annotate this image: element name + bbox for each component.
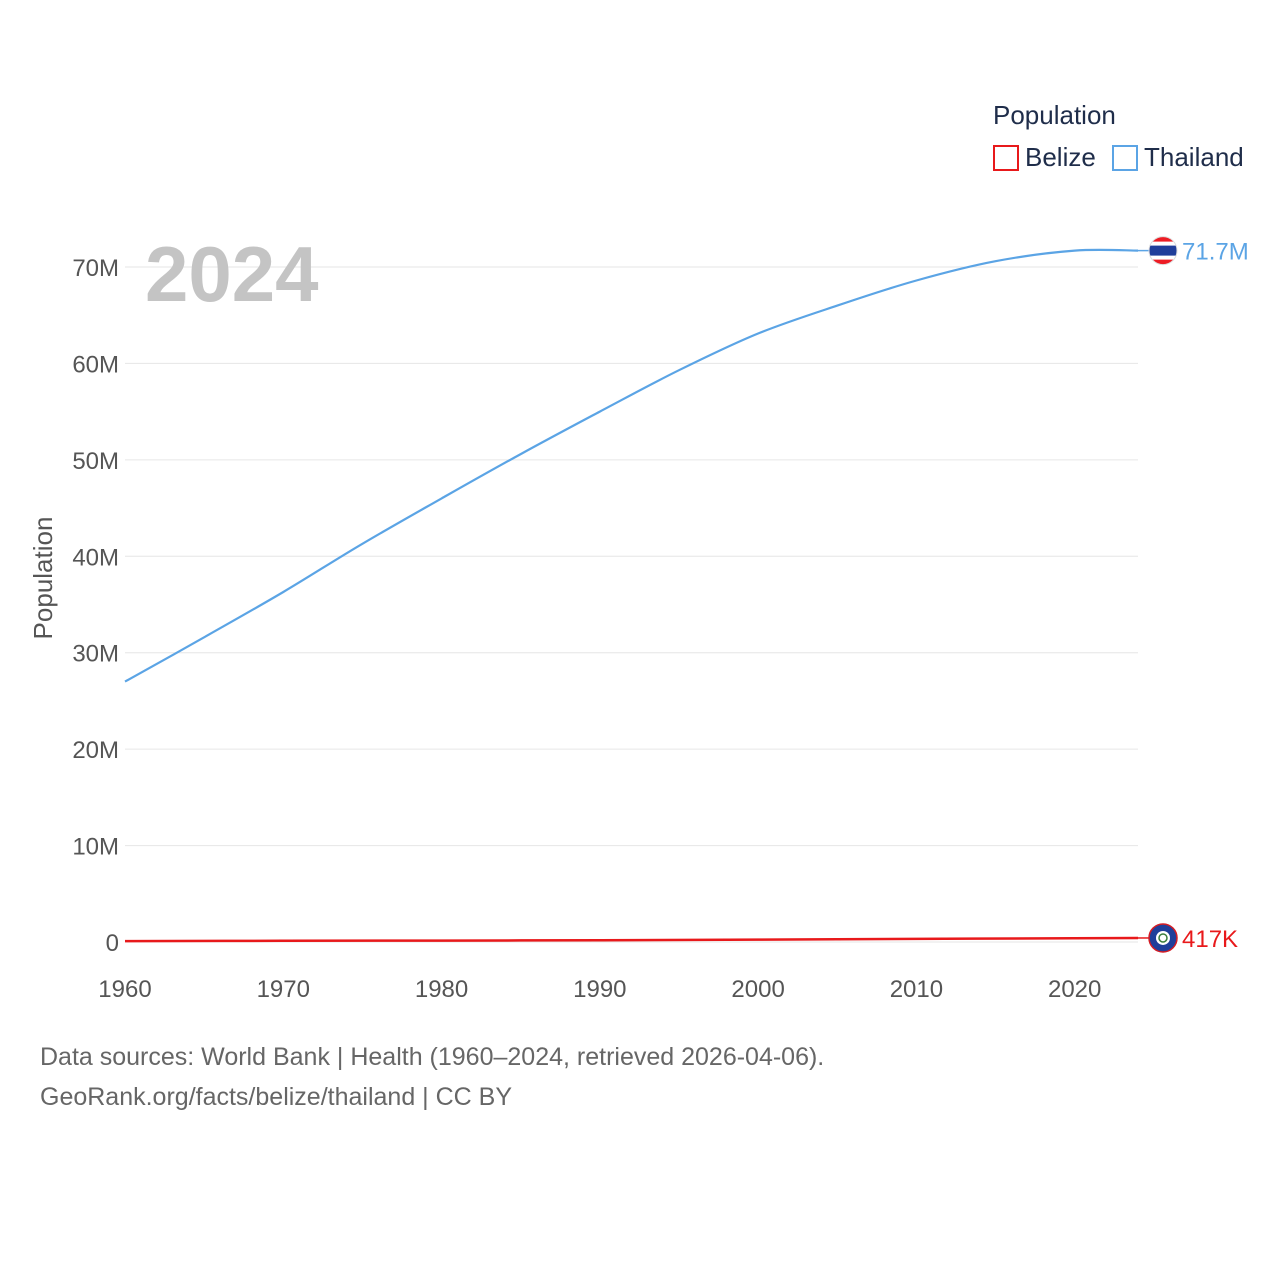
x-tick-label: 1970 (257, 976, 310, 1003)
series-line-belize[interactable] (124, 936, 1139, 943)
belize-flag-icon (1148, 923, 1178, 953)
series-lines (124, 248, 1139, 943)
legend-label-thailand[interactable]: Thailand (1144, 142, 1244, 172)
y-tick-label: 40M (72, 544, 119, 571)
x-tick-label: 1990 (573, 976, 626, 1003)
legend-label-belize[interactable]: Belize (1025, 142, 1096, 172)
gridlines (125, 266, 1138, 943)
y-tick-label: 70M (72, 255, 119, 282)
y-axis-title: Population (28, 517, 58, 640)
x-tick-label: 1980 (415, 976, 468, 1003)
legend: Population Belize Thailand (993, 100, 1244, 172)
y-tick-label: 50M (72, 448, 119, 475)
year-label: 2024 (145, 230, 319, 318)
y-tick-label: 0 (106, 930, 119, 957)
x-axis-ticks: 1960 1970 1980 1990 2000 2010 2020 (98, 976, 1101, 1003)
x-tick-label: 1960 (98, 976, 151, 1003)
end-value-label-thailand: 71.7M (1182, 239, 1249, 266)
y-tick-label: 30M (72, 641, 119, 668)
legend-title: Population (993, 100, 1116, 130)
end-value-label-belize: 417K (1182, 926, 1238, 953)
x-tick-label: 2020 (1048, 976, 1101, 1003)
y-tick-label: 10M (72, 834, 119, 861)
attribution-link[interactable]: GeoRank.org/facts/belize/thailand | CC B… (40, 1083, 513, 1111)
y-tick-label: 20M (72, 737, 119, 764)
y-axis-ticks: 0 10M 20M 30M 40M 50M 60M 70M (72, 255, 119, 957)
legend-swatch-belize[interactable] (993, 145, 1019, 171)
end-markers: 71.7M 417K (1138, 236, 1249, 953)
series-line-thailand[interactable] (124, 248, 1139, 683)
y-tick-label: 60M (72, 351, 119, 378)
x-tick-label: 2010 (890, 976, 943, 1003)
thailand-flag-icon (1148, 236, 1178, 266)
legend-swatch-thailand[interactable] (1112, 145, 1138, 171)
x-tick-label: 2000 (731, 976, 784, 1003)
data-source-note: Data sources: World Bank | Health (1960–… (40, 1043, 825, 1071)
